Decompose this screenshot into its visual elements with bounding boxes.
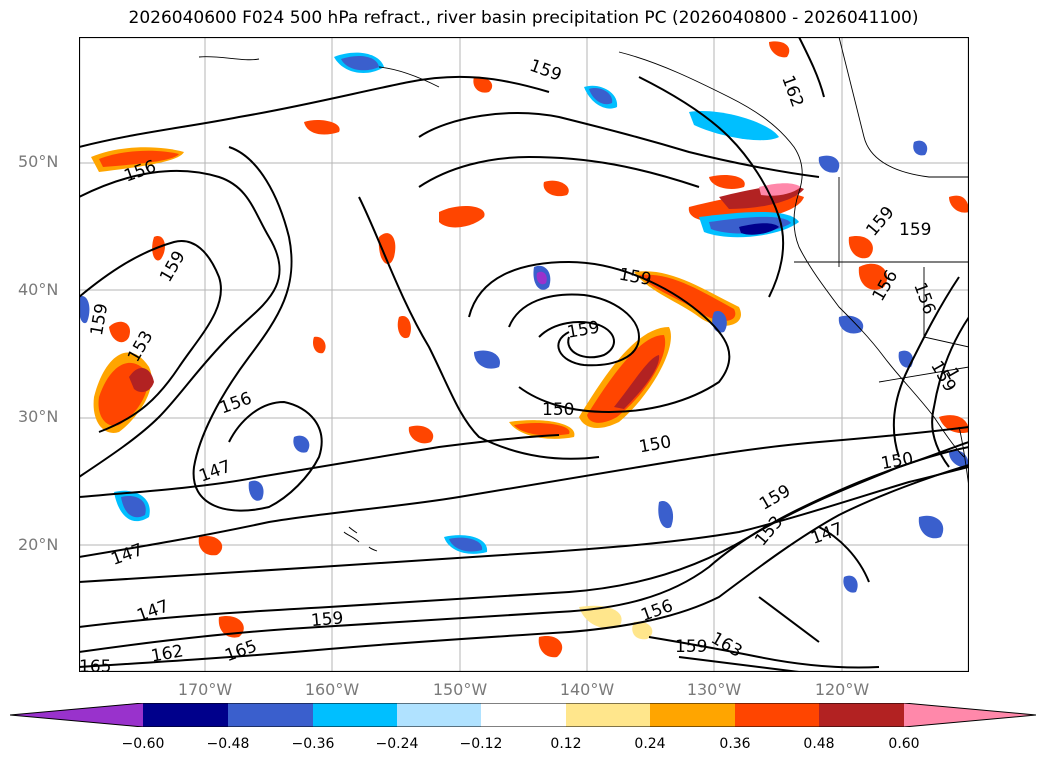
colorbar-tick-label: 0.48 (803, 736, 835, 752)
lat-label: 20°N (18, 535, 59, 554)
lon-label: 130°W (686, 680, 742, 699)
lat-label: 50°N (18, 152, 59, 171)
lon-label: 170°W (177, 680, 233, 699)
contour-label: 159 (675, 637, 707, 657)
graticule (79, 37, 969, 672)
lat-label: 40°N (18, 280, 59, 299)
colorbar-tick-label: 0.60 (888, 736, 920, 752)
contour-label: 165 (79, 657, 111, 672)
colorbar-tick-label: 0.24 (634, 736, 666, 752)
contour-label: 150 (542, 400, 574, 420)
colorbar-tick-label: 0.36 (719, 736, 751, 752)
contour-label: 159 (899, 220, 931, 240)
refractivity-contours (79, 37, 969, 672)
lon-label: 160°W (304, 680, 360, 699)
map-panel: 159 162 156 159 159 153 156 159 159 150 … (79, 37, 969, 672)
map-title: 2026040600 F024 500 hPa refract., river … (128, 8, 919, 28)
colorbar-segment (313, 703, 397, 727)
lon-label: 150°W (432, 680, 488, 699)
colorbar-tick-label: −0.12 (459, 736, 503, 752)
colorbar-tick-label: 0.12 (550, 736, 582, 752)
colorbar-tick-label: −0.24 (375, 736, 419, 752)
colorbar (10, 703, 1036, 727)
colorbar-tick-label: −0.48 (206, 736, 250, 752)
lat-label: 30°N (18, 407, 59, 426)
colorbar-extend-high (904, 703, 1036, 727)
colorbar-segment (397, 703, 481, 727)
colorbar-extend-low (10, 703, 143, 727)
negative-anomaly-shading (79, 52, 969, 593)
positive-anomaly-shading (91, 41, 969, 658)
lon-label: 140°W (559, 680, 615, 699)
colorbar-segment (566, 703, 650, 727)
colorbar-segment (735, 703, 819, 727)
colorbar-segment (228, 703, 313, 727)
colorbar-tick-label: −0.60 (121, 736, 165, 752)
colorbar-segment (819, 703, 904, 727)
colorbar-segment (143, 703, 228, 727)
colorbar-tick-label: −0.36 (291, 736, 335, 752)
lon-label: 120°W (814, 680, 870, 699)
colorbar-segment (481, 703, 566, 727)
colorbar-segment (650, 703, 735, 727)
contour-label: 159 (310, 608, 344, 631)
